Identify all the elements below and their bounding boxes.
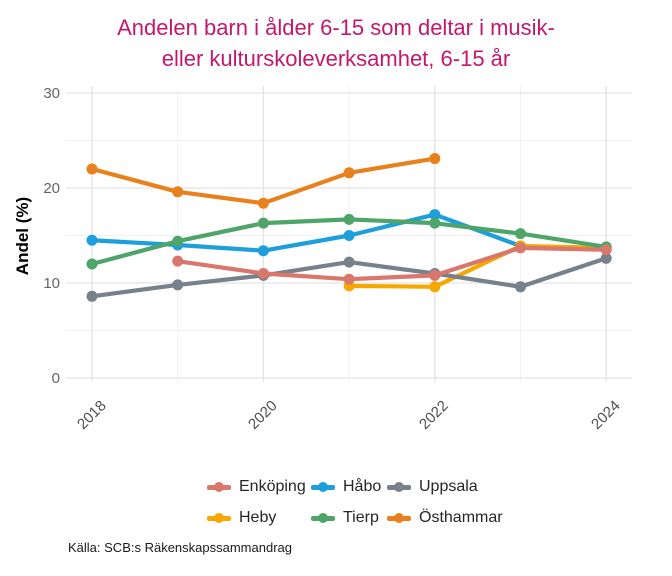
data-point-Håbo-2018 [86, 234, 98, 246]
chart-canvas [66, 86, 632, 382]
legend-key-icon [387, 513, 411, 523]
legend-item-Uppsala: Uppsala [387, 477, 503, 497]
data-point-Enköping-2019 [172, 255, 184, 267]
chart-title: Andelen barn i ålder 6-15 som deltar i m… [0, 12, 672, 74]
data-point-Håbo-2021 [343, 230, 355, 241]
data-point-Enköping-2023 [515, 242, 526, 254]
data-point-Tierp-2023 [515, 228, 526, 240]
data-point-Tierp-2021 [343, 213, 355, 225]
y-tick-label-0: 0 [51, 370, 60, 387]
legend-label: Håbo [343, 478, 382, 495]
plot-area: 0 10 20 30 2018 2020 2022 2024 [43, 85, 632, 433]
legend-key-icon [311, 513, 335, 523]
data-point-Östhammar-2018 [86, 163, 98, 175]
data-point-Uppsala-2023 [515, 281, 526, 293]
legend-key-icon [207, 482, 231, 492]
data-point-Uppsala-2024 [600, 252, 612, 264]
y-tick-label-30: 30 [43, 85, 60, 102]
legend-label: Östhammar [419, 509, 503, 526]
legend-item-Håbo: Håbo [311, 477, 387, 497]
legend-label: Enköping [239, 478, 306, 495]
legend-key-icon [207, 513, 231, 523]
data-point-Uppsala-2021 [343, 256, 355, 268]
data-point-Tierp-2020 [257, 217, 269, 229]
data-point-Tierp-2018 [86, 258, 98, 270]
data-point-Uppsala-2018 [86, 290, 98, 302]
legend-item-Tierp: Tierp [311, 508, 387, 528]
chart-title-line2: eller kulturskoleverksamhet, 6-15 år [161, 46, 511, 71]
legend-key-icon [311, 482, 335, 492]
y-tick-label-10: 10 [43, 275, 60, 292]
data-point-Östhammar-2022 [429, 153, 441, 165]
data-point-Uppsala-2019 [172, 279, 184, 291]
data-point-Tierp-2022 [429, 217, 441, 229]
data-point-Håbo-2022 [429, 209, 441, 221]
data-point-Enköping-2022 [429, 269, 441, 281]
data-point-Tierp-2019 [172, 235, 184, 247]
data-point-Östhammar-2020 [257, 197, 269, 209]
y-tick-label-20: 20 [43, 180, 60, 197]
legend-label: Tierp [343, 509, 379, 526]
legend-key-icon [387, 482, 411, 492]
legend-label: Heby [239, 509, 277, 526]
data-point-Heby-2022 [429, 281, 441, 293]
data-point-Enköping-2021 [343, 273, 355, 285]
data-point-Östhammar-2021 [343, 167, 355, 179]
data-point-Enköping-2024 [600, 244, 612, 256]
chart-title-line1: Andelen barn i ålder 6-15 som deltar i m… [117, 15, 555, 40]
source-caption: Källa: SCB:s Räkenskapssammandrag [68, 540, 292, 555]
data-point-Enköping-2020 [257, 268, 269, 279]
data-point-Håbo-2020 [257, 245, 269, 257]
legend-label: Uppsala [419, 478, 478, 495]
legend-item-Heby: Heby [207, 508, 311, 528]
legend-item-Östhammar: Östhammar [387, 508, 503, 528]
data-point-Östhammar-2019 [172, 186, 184, 198]
legend: Enköping Håbo Uppsala Heby Tierp Östhammar [207, 477, 503, 528]
legend-item-Enköping: Enköping [207, 477, 311, 497]
series-line-Enköping [175, 245, 609, 282]
